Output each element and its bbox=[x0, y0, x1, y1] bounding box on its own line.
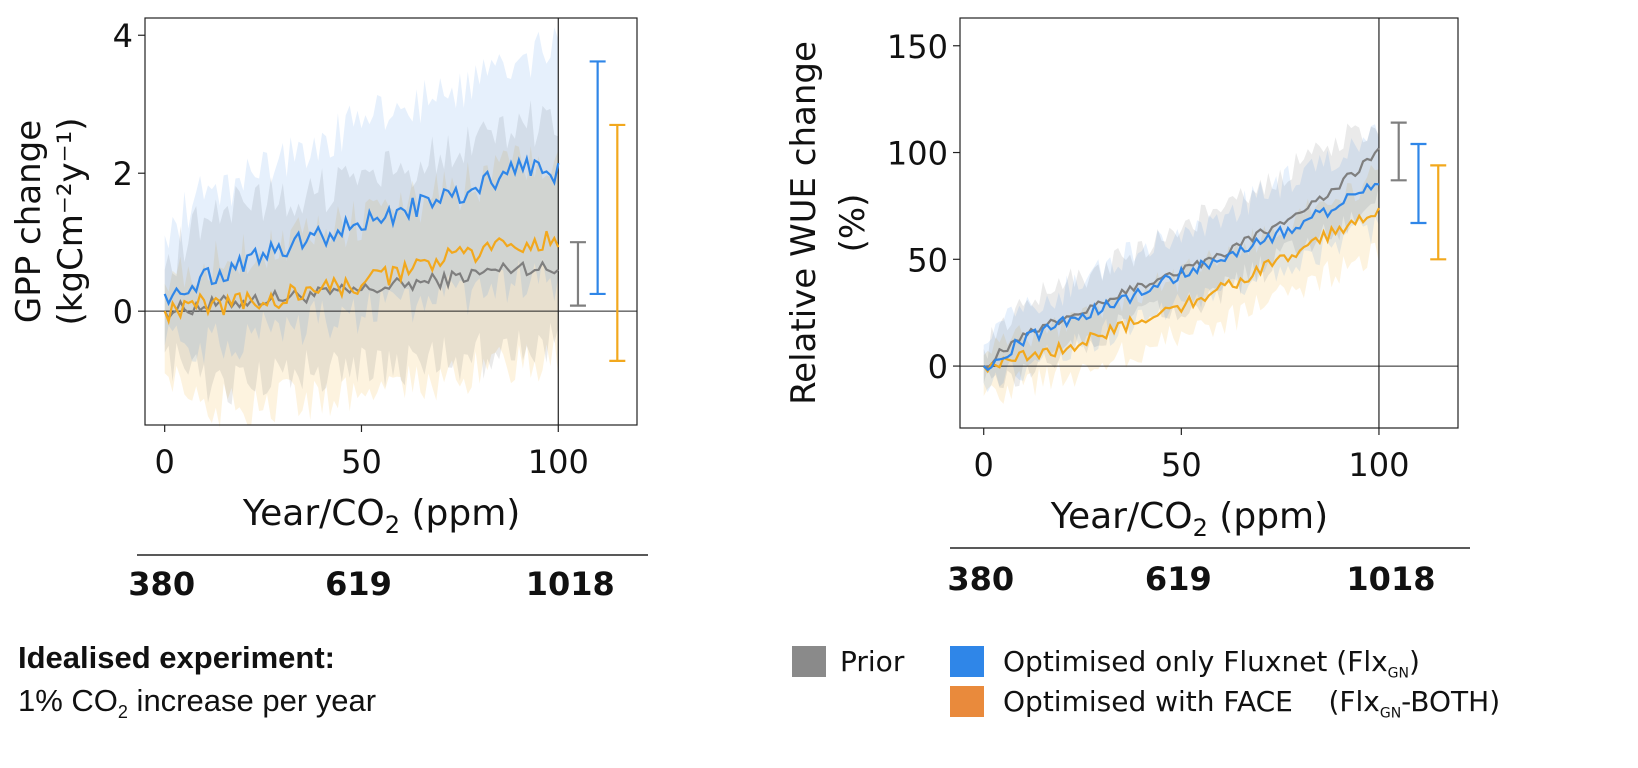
x-tick-label: 50 bbox=[341, 443, 382, 481]
x-tick-label: 50 bbox=[1161, 446, 1202, 484]
series-line-face bbox=[982, 207, 1380, 374]
legend-item-prior: Prior bbox=[840, 645, 905, 678]
y-axis-label-line1: Relative WUE change bbox=[784, 41, 824, 405]
error-bar-prior bbox=[569, 241, 586, 307]
x-tick-label: 100 bbox=[528, 443, 589, 481]
co2-tick-label: 1018 bbox=[1346, 560, 1435, 598]
chart-panel-right: 0 50 100 150 0 50 100 Year/CO2 (ppm) Relative WU… bbox=[784, 17, 1470, 598]
x-axis-label: Year/CO2 (ppm) bbox=[242, 493, 520, 539]
y-tick-label: 4 bbox=[113, 17, 133, 55]
band-fluxnet bbox=[164, 27, 559, 364]
plot-frame bbox=[144, 17, 638, 426]
y-tick-label: 100 bbox=[887, 135, 948, 173]
legend-item-face: Optimised with FACE (FlxGN-BOTH) bbox=[1003, 685, 1501, 722]
co2-tick-label: 380 bbox=[947, 560, 1014, 598]
plot-frame bbox=[959, 17, 1459, 429]
x-axis-label: Year/CO2 (ppm) bbox=[1050, 496, 1328, 542]
y-tick-label: 2 bbox=[113, 155, 133, 193]
y-tick-label: 50 bbox=[907, 241, 948, 279]
error-bar-fluxnet bbox=[589, 60, 606, 296]
co2-tick-label: 1018 bbox=[526, 565, 615, 603]
x-tick-label: 100 bbox=[1348, 446, 1409, 484]
series-line-fluxnet bbox=[982, 182, 1380, 372]
band-fluxnet bbox=[983, 124, 1379, 393]
y-tick-label: 0 bbox=[928, 348, 948, 386]
band-prior bbox=[164, 100, 559, 405]
error-bar-face bbox=[609, 123, 626, 362]
x-tick-label: 0 bbox=[155, 443, 175, 481]
legend-item-fluxnet: Optimised only Fluxnet (FlxGN) bbox=[1003, 645, 1420, 682]
legend-swatch-prior bbox=[792, 646, 826, 677]
experiment-title: Idealised experiment: bbox=[18, 640, 336, 675]
y-axis-label-line2: (%) bbox=[833, 194, 873, 253]
co2-tick-label: 619 bbox=[325, 565, 392, 603]
series-line-fluxnet bbox=[163, 154, 560, 307]
y-tick-label: 150 bbox=[887, 28, 948, 66]
co2-tick-label: 380 bbox=[128, 565, 195, 603]
error-bar-face bbox=[1430, 164, 1447, 261]
x-tick-label: 0 bbox=[974, 446, 994, 484]
experiment-description: 1% CO2 increase per year bbox=[18, 683, 377, 723]
series-line-prior bbox=[983, 147, 1380, 369]
band-prior bbox=[983, 123, 1379, 389]
co2-tick-label: 619 bbox=[1145, 560, 1212, 598]
y-tick-label: 0 bbox=[113, 293, 133, 331]
y-axis-label-line1: GPP change bbox=[9, 120, 49, 323]
error-bar-prior bbox=[1390, 121, 1407, 182]
y-axis-label-line2: (kgCm⁻²y⁻¹) bbox=[51, 118, 91, 326]
series-line-face bbox=[163, 230, 560, 326]
error-bar-fluxnet bbox=[1410, 142, 1427, 225]
legend-swatch-fluxnet bbox=[950, 646, 984, 677]
legend-swatch-face bbox=[950, 686, 984, 717]
